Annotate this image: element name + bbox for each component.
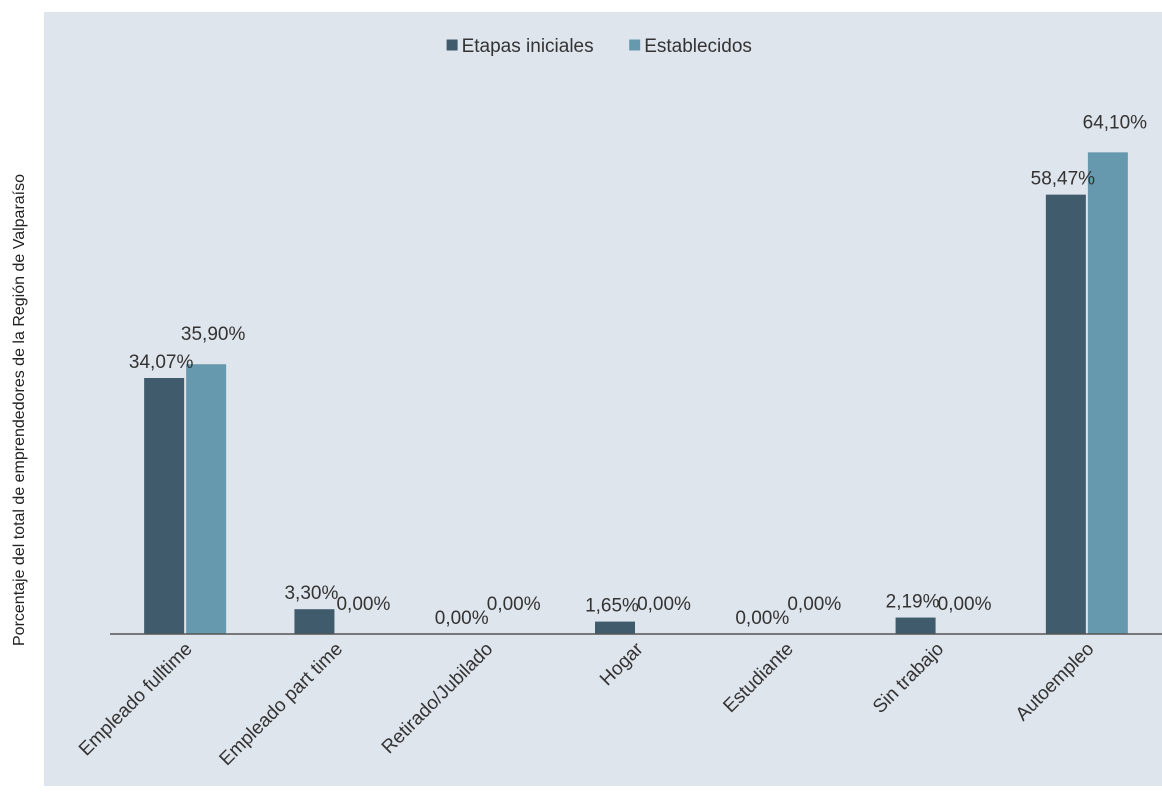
legend-label: Establecidos [644, 36, 752, 57]
bar [144, 377, 185, 634]
data-label: 58,47% [1031, 169, 1096, 190]
data-label: 34,07% [129, 352, 194, 373]
data-label: 1,65% [585, 596, 639, 617]
data-label: 0,00% [487, 594, 541, 615]
data-label: 64,10% [1083, 112, 1148, 133]
data-labels: 34,07%35,90%3,30%0,00%0,00%0,00% 1,65%0,0… [129, 112, 1147, 629]
bar [1087, 152, 1128, 634]
bar [294, 609, 335, 634]
bar [595, 621, 635, 634]
data-label: 3,30% [284, 583, 338, 604]
legend-label: Etapas iniciales [462, 36, 594, 57]
data-label: 0,00% [336, 594, 390, 615]
data-label: 35,90% [181, 324, 246, 345]
y-axis-label: Porcentaje del total de emprendedores de… [11, 174, 28, 646]
bars [144, 152, 1128, 634]
data-label: 0,00% [735, 608, 789, 629]
legend-swatch [629, 39, 641, 51]
data-label: 2,19% [886, 592, 940, 613]
legend-swatch [446, 39, 458, 51]
data-label: 0,00% [637, 594, 691, 615]
data-label: 0,00% [938, 594, 992, 615]
data-label: 0,00% [435, 608, 489, 629]
plot-background [44, 12, 1162, 786]
data-label: 0,00% [787, 594, 841, 615]
legend: Etapas iniciales Establecidos [446, 36, 752, 57]
bar [895, 617, 936, 634]
bar [1045, 194, 1086, 634]
bar [186, 364, 227, 634]
